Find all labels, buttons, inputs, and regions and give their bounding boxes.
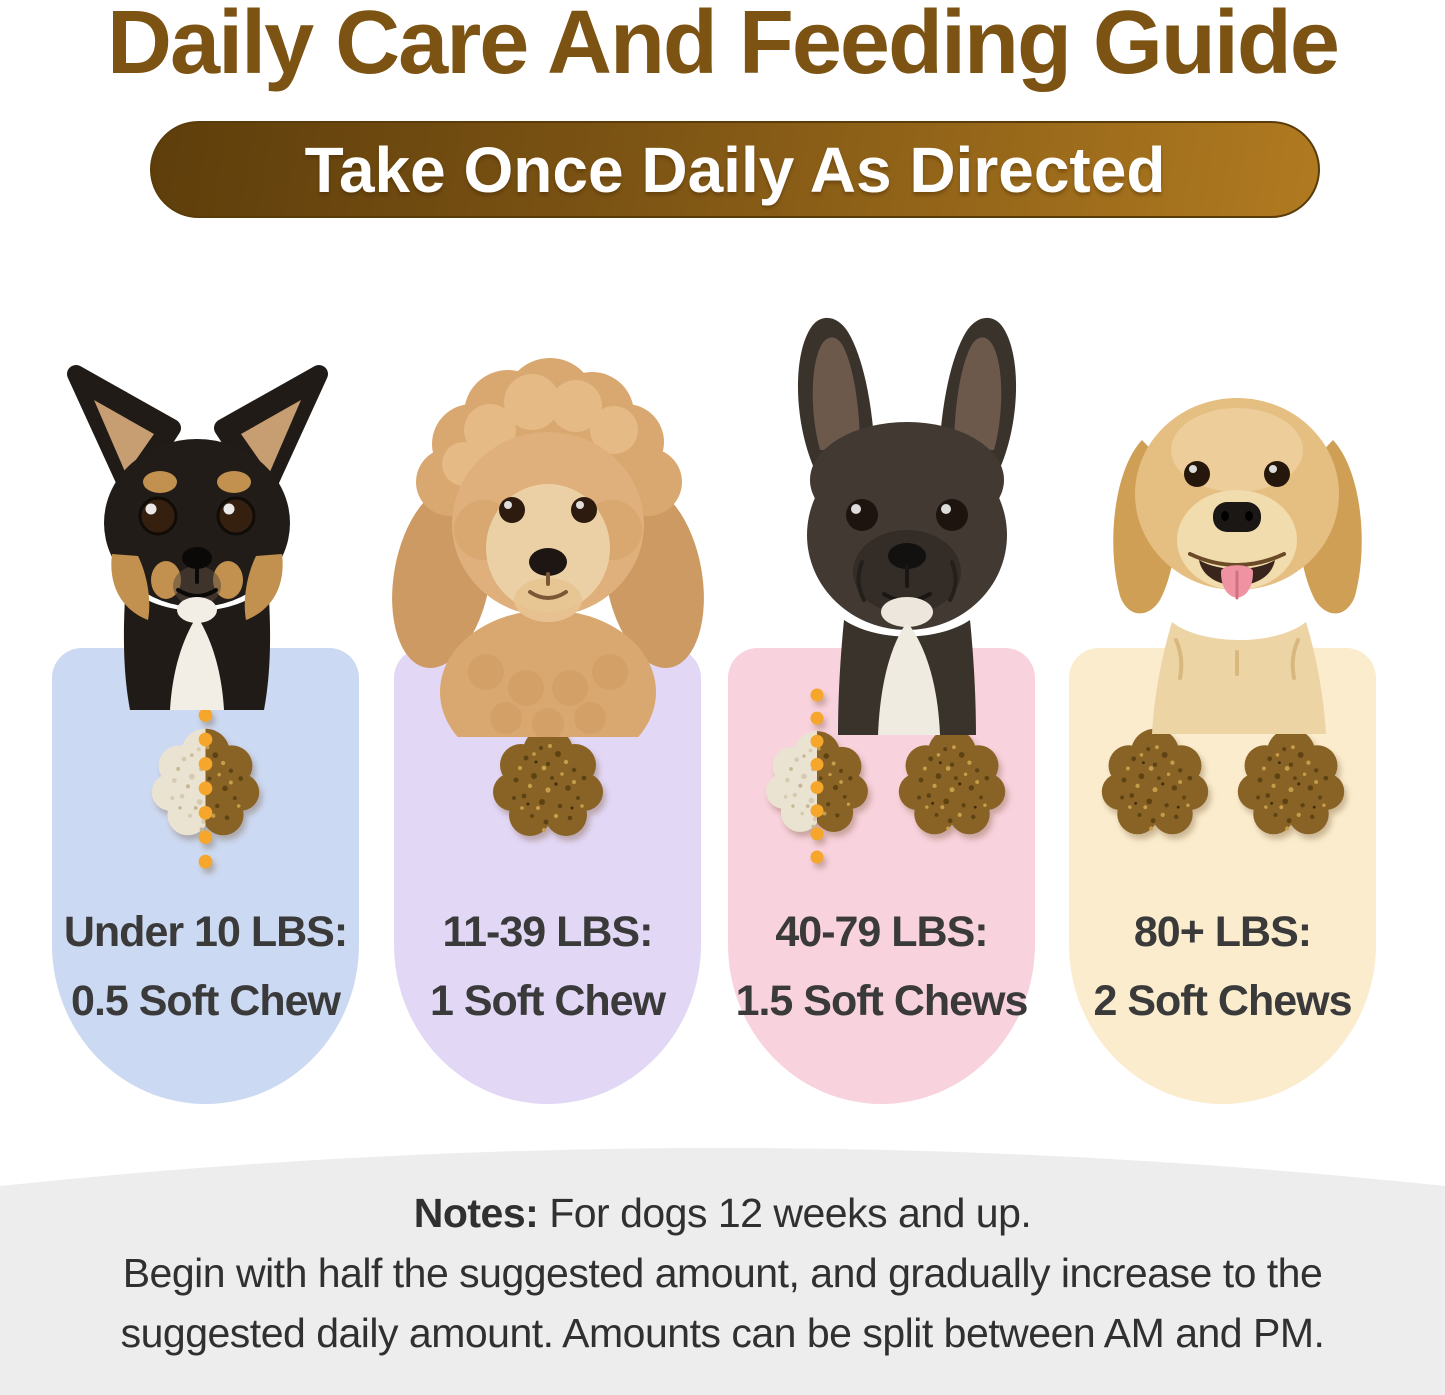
- dosage-card-under-10-lbs: Under 10 LBS: 0.5 Soft Chew: [52, 648, 359, 1104]
- dose-amount: 1 Soft Chew: [429, 977, 666, 1025]
- dosage-label: 11-39 LBS: 1 Soft Chew: [429, 898, 666, 1036]
- notes-line-1: Notes: For dogs 12 weeks and up.: [413, 1190, 1032, 1236]
- full-soft-chew-icon: [1231, 720, 1351, 844]
- dosage-banner-text: Take Once Daily As Directed: [304, 133, 1166, 206]
- notes-background-arc: [0, 1148, 1445, 1395]
- notes-line-2: Begin with half the suggested amount, an…: [122, 1250, 1323, 1296]
- dose-amount: 1.5 Soft Chews: [735, 977, 1029, 1025]
- chihuahua-photo: [67, 365, 328, 710]
- dosage-label: 80+ LBS: 2 Soft Chews: [1093, 898, 1353, 1036]
- weight-range: Under 10 LBS:: [63, 908, 348, 956]
- notes-line-3: suggested daily amount. Amounts can be s…: [120, 1310, 1325, 1356]
- dose-amount: 2 Soft Chews: [1093, 977, 1353, 1025]
- page-title: Daily Care And Feeding Guide: [107, 0, 1340, 93]
- dosage-label: 40-79 LBS: 1.5 Soft Chews: [735, 898, 1029, 1036]
- weight-range: 80+ LBS:: [1133, 908, 1312, 956]
- poodle-photo: [392, 358, 704, 737]
- dose-amount: 0.5 Soft Chew: [71, 977, 341, 1025]
- weight-range: 11-39 LBS:: [442, 908, 654, 956]
- notes-label: Notes:: [413, 1190, 539, 1236]
- weight-range: 40-79 LBS:: [775, 908, 988, 956]
- dosage-label: Under 10 LBS: 0.5 Soft Chew: [63, 898, 348, 1036]
- full-soft-chew-icon: [486, 718, 610, 846]
- full-soft-chew-icon: [1095, 720, 1215, 844]
- dosage-banner: Take Once Daily As Directed: [150, 121, 1320, 218]
- full-soft-chew-icon: [892, 720, 1012, 844]
- french-bulldog-photo: [797, 317, 1017, 735]
- notes-section: Notes: For dogs 12 weeks and up. Begin w…: [0, 1148, 1445, 1395]
- golden-retriever-photo: [1113, 398, 1362, 734]
